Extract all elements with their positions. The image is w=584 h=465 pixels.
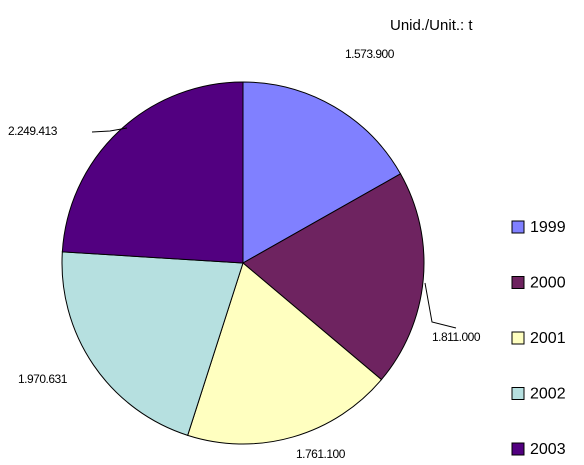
data-label: 1.970.631 <box>18 372 68 386</box>
pie-slice <box>242 173 425 381</box>
legend-label: 2001 <box>530 330 566 347</box>
pie-slice <box>242 81 402 264</box>
unit-annotation: Unid./Unit.: t <box>390 17 473 34</box>
data-label: 1.761.100 <box>296 447 346 461</box>
leader-line <box>91 127 128 133</box>
pie-slice <box>187 262 383 445</box>
data-label: 1.573.900 <box>345 47 395 61</box>
legend-swatch <box>511 220 525 234</box>
legend-label: 1999 <box>530 219 566 236</box>
legend-swatch <box>511 387 525 400</box>
data-label: 2.249.413 <box>8 124 58 138</box>
legend-swatch <box>511 331 525 345</box>
legend-swatch <box>511 442 525 456</box>
pie-slice <box>61 251 244 436</box>
legend-label: 2000 <box>530 275 566 292</box>
legend-label: 2003 <box>530 441 566 458</box>
legend-label: 2002 <box>530 386 566 403</box>
legend-swatch <box>511 276 525 289</box>
pie-slice <box>61 81 244 264</box>
data-label: 1.811.000 <box>432 330 481 344</box>
leader-line <box>424 282 457 329</box>
